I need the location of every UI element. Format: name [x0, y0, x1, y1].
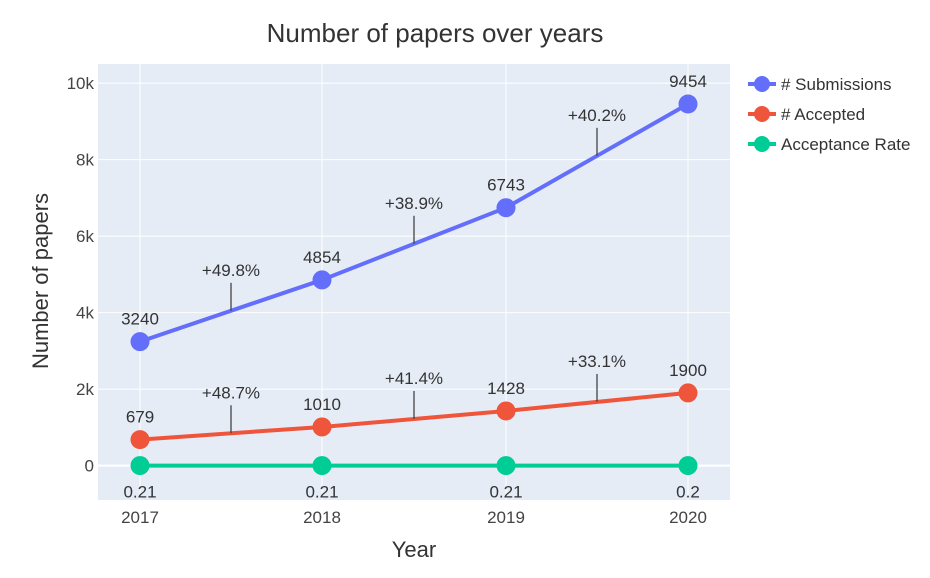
- data-label: 0.21: [123, 483, 156, 502]
- annotation-label: +33.1%: [568, 352, 626, 371]
- legend-label: # Accepted: [781, 105, 865, 124]
- annotations: +49.8% +38.9% +40.2% +48.7% +41.4% +33.1%: [202, 106, 626, 434]
- data-label: 0.2: [676, 483, 700, 502]
- legend-item[interactable]: Acceptance Rate: [748, 135, 910, 154]
- x-tick-label: 2019: [487, 508, 525, 527]
- data-label: 6743: [487, 176, 525, 195]
- data-point[interactable]: [312, 456, 332, 476]
- legend-item[interactable]: # Submissions: [748, 75, 892, 94]
- data-label: 1010: [303, 395, 341, 414]
- annotation-label: +38.9%: [385, 194, 443, 213]
- data-label: 3240: [121, 310, 159, 329]
- data-point[interactable]: [496, 456, 516, 476]
- data-point[interactable]: [130, 430, 150, 450]
- data-point[interactable]: [678, 94, 698, 114]
- annotation-label: +48.7%: [202, 383, 260, 402]
- y-tick-label: 2k: [76, 380, 94, 399]
- legend-label: # Submissions: [781, 75, 892, 94]
- data-label: 1428: [487, 379, 525, 398]
- y-tick-label: 6k: [76, 227, 94, 246]
- plot-background: [98, 64, 730, 500]
- y-tick-label: 4k: [76, 304, 94, 323]
- legend-marker: [754, 106, 770, 122]
- annotation-label: +49.8%: [202, 261, 260, 280]
- data-point[interactable]: [678, 383, 698, 403]
- y-tick-label: 8k: [76, 151, 94, 170]
- data-point[interactable]: [678, 456, 698, 476]
- annotation-label: +41.4%: [385, 369, 443, 388]
- x-axis-title: Year: [392, 537, 436, 562]
- legend-item[interactable]: # Accepted: [748, 105, 865, 124]
- data-label: 1900: [669, 361, 707, 380]
- data-label: 0.21: [305, 483, 338, 502]
- y-axis-title: Number of papers: [28, 193, 53, 369]
- data-point[interactable]: [130, 332, 150, 352]
- y-tick-label: 0: [85, 457, 94, 476]
- axes: 0 2k 4k 6k 8k 10k 2017 2018 2019 2020: [67, 74, 707, 527]
- data-label: 4854: [303, 248, 341, 267]
- x-tick-label: 2020: [669, 508, 707, 527]
- x-tick-label: 2018: [303, 508, 341, 527]
- legend-marker: [754, 136, 770, 152]
- data-point[interactable]: [496, 401, 516, 421]
- legend[interactable]: # Submissions # Accepted Acceptance Rate: [748, 75, 910, 154]
- legend-label: Acceptance Rate: [781, 135, 910, 154]
- chart-title: Number of papers over years: [267, 18, 604, 48]
- legend-marker: [754, 76, 770, 92]
- data-labels: 3240 4854 6743 9454 679 1010 1428 1900 0.21 0.21 0…: [121, 72, 707, 502]
- series-markers: [130, 94, 698, 476]
- annotation-label: +40.2%: [568, 106, 626, 125]
- x-tick-label: 2017: [121, 508, 159, 527]
- data-point[interactable]: [130, 456, 150, 476]
- data-point[interactable]: [496, 198, 516, 218]
- data-label: 9454: [669, 72, 707, 91]
- data-label: 0.21: [489, 483, 522, 502]
- data-label: 679: [126, 408, 154, 427]
- data-point[interactable]: [312, 417, 332, 437]
- data-point[interactable]: [312, 270, 332, 290]
- y-tick-label: 10k: [67, 74, 95, 93]
